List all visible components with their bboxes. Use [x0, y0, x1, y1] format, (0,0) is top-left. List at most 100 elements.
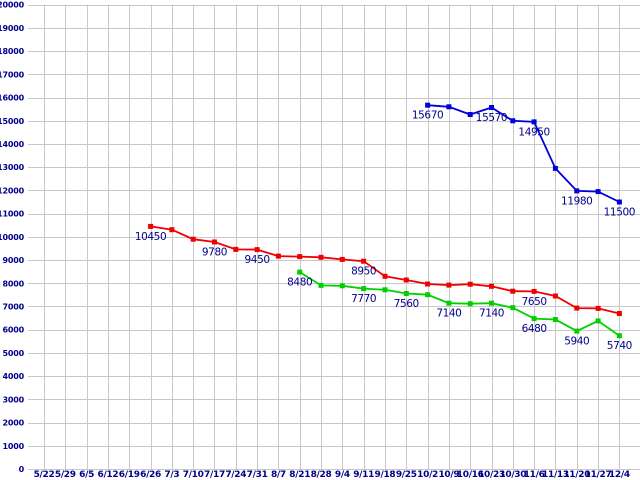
- y-tick-label: 8000: [3, 279, 25, 288]
- x-tick-label: 9/4: [335, 470, 350, 480]
- data-point-marker: [425, 102, 431, 108]
- y-tick-label: 4000: [3, 372, 25, 381]
- data-point-marker: [531, 288, 537, 294]
- data-point-marker: [382, 273, 388, 279]
- data-point-marker: [616, 199, 622, 205]
- y-tick-label: 2000: [3, 419, 25, 428]
- data-point-marker: [318, 254, 324, 260]
- green-series: [297, 269, 622, 339]
- data-point-label: 11980: [561, 195, 592, 207]
- blue-series-line: [427, 104, 620, 203]
- data-point-label: 15570: [476, 112, 507, 124]
- x-tick-label: 9/11: [353, 470, 374, 480]
- data-point-marker: [361, 286, 367, 292]
- y-tick-label: 9000: [3, 256, 25, 265]
- red-series: [148, 223, 622, 316]
- x-tick-label: 10/23: [478, 470, 505, 480]
- data-point-marker: [510, 118, 516, 124]
- x-tick-label: 10/30: [499, 470, 526, 480]
- data-point-marker: [467, 301, 473, 307]
- x-tick-label: 9/25: [396, 470, 417, 480]
- data-point-marker: [489, 105, 494, 110]
- x-tick-label: 12/4: [609, 470, 630, 480]
- data-point-label: 5740: [607, 340, 632, 352]
- data-point-marker: [574, 305, 580, 311]
- x-tick-label: 6/5: [79, 470, 94, 480]
- x-tick-label: 11/6: [524, 470, 545, 480]
- y-tick-label: 7000: [3, 302, 25, 311]
- data-point-marker: [531, 316, 537, 322]
- data-point-marker: [446, 300, 452, 306]
- data-point-marker: [510, 305, 516, 311]
- y-tick-label: 18000: [0, 47, 25, 56]
- data-point-marker: [339, 283, 345, 289]
- x-tick-label: 11/13: [542, 470, 569, 480]
- data-point-marker: [297, 269, 303, 275]
- y-tick-label: 0: [19, 465, 25, 474]
- x-axis-labels: 5/22 5/29 6/5 6/12 6/19 6/26 7/3 7/10 7/17 7/24 7/…: [34, 470, 631, 480]
- data-point-marker: [425, 281, 431, 287]
- data-point-marker: [552, 293, 558, 299]
- x-tick-label: 7/3: [164, 470, 179, 480]
- x-tick-label: 8/28: [311, 470, 332, 480]
- data-point-label: 8950: [351, 266, 376, 278]
- data-point-marker: [318, 282, 324, 288]
- x-tick-label: 11/27: [585, 470, 612, 480]
- y-tick-label: 14000: [0, 140, 25, 149]
- x-tick-label: 6/26: [140, 470, 161, 480]
- data-point-label: 9450: [245, 254, 270, 266]
- data-point-marker: [574, 188, 580, 194]
- y-tick-label: 15000: [0, 117, 25, 126]
- data-point-marker: [403, 291, 409, 296]
- x-tick-label: 9/18: [375, 470, 396, 480]
- y-tick-label: 6000: [3, 326, 25, 335]
- data-point-marker: [467, 281, 473, 287]
- data-point-marker: [552, 165, 558, 171]
- data-point-marker: [275, 253, 281, 259]
- x-tick-label: 10/16: [457, 470, 484, 480]
- y-tick-label: 10000: [0, 233, 25, 242]
- x-tick-label: 5/22: [34, 470, 55, 480]
- data-point-marker: [297, 254, 303, 260]
- x-tick-label: 5/29: [55, 470, 76, 480]
- data-point-marker: [489, 283, 494, 289]
- data-point-marker: [616, 311, 622, 316]
- x-tick-label: 8/7: [271, 470, 286, 480]
- data-point-label: 15670: [412, 110, 443, 122]
- data-point-marker: [169, 227, 175, 233]
- data-point-marker: [489, 300, 494, 306]
- y-tick-label: 13000: [0, 163, 25, 172]
- data-point-marker: [254, 247, 260, 253]
- data-point-marker: [616, 333, 622, 339]
- data-point-marker: [574, 328, 580, 334]
- data-point-label: 8480: [287, 277, 312, 289]
- data-point-label: 5940: [564, 336, 589, 348]
- data-point-label: 6480: [522, 323, 547, 335]
- data-point-marker: [339, 256, 345, 262]
- data-point-marker: [446, 282, 452, 288]
- data-point-marker: [446, 104, 452, 110]
- blue-series: [425, 102, 622, 205]
- x-tick-label: 7/24: [225, 470, 246, 480]
- y-axis-labels: 0 1000 2000 3000 4000 5000 6000 7000 8000 9000 100…: [0, 1, 25, 474]
- x-tick-label: 6/12: [97, 470, 118, 480]
- x-tick-label: 8/21: [289, 470, 310, 480]
- data-point-marker: [233, 246, 239, 252]
- data-point-marker: [425, 292, 431, 298]
- data-point-label: 7140: [479, 308, 504, 320]
- y-tick-label: 20000: [0, 1, 25, 10]
- data-point-label: 9780: [202, 246, 227, 258]
- data-point-label: 7650: [522, 296, 547, 308]
- data-point-marker: [361, 258, 367, 264]
- data-point-marker: [190, 236, 196, 242]
- x-tick-label: 10/2: [417, 470, 438, 480]
- data-point-marker: [595, 305, 601, 311]
- data-point-label: 14950: [518, 126, 549, 138]
- y-tick-label: 19000: [0, 24, 25, 33]
- data-point-label: 7560: [394, 298, 419, 310]
- y-tick-label: 16000: [0, 94, 25, 103]
- data-point-marker: [212, 239, 217, 245]
- data-point-marker: [595, 189, 601, 195]
- data-point-marker: [467, 112, 473, 117]
